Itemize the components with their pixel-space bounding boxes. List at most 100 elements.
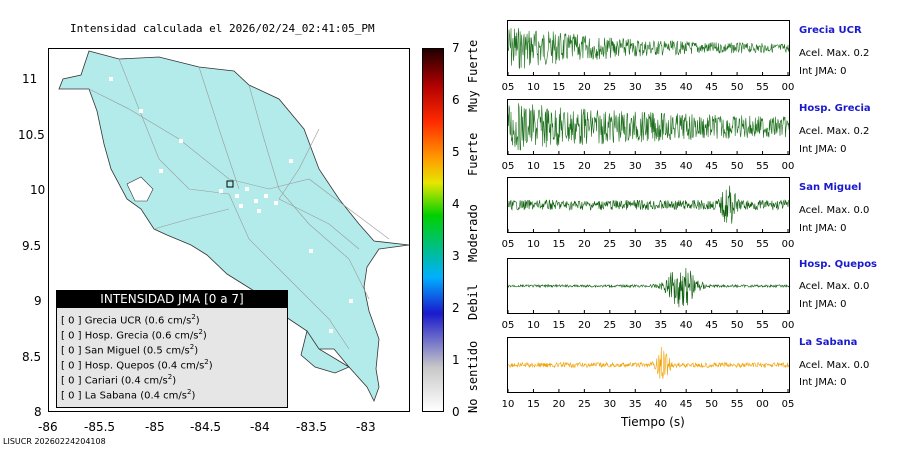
station-int: Int JMA: 0 bbox=[799, 144, 847, 155]
colorbar-tick: 6 bbox=[452, 93, 460, 107]
waveform-tick-label: 00 bbox=[781, 320, 795, 331]
colorbar-category: Fuerte bbox=[466, 132, 480, 176]
colorbar-category: Debil bbox=[466, 283, 480, 320]
waveform-tick-label: 25 bbox=[603, 320, 617, 331]
waveform-tick-label: 30 bbox=[628, 161, 642, 172]
legend-row: [ 0 ] San Miguel (0.5 cm/s2) bbox=[61, 343, 199, 357]
waveform-tick-label: 10 bbox=[527, 239, 540, 250]
roads bbox=[88, 58, 390, 350]
waveform-tick-label: 30 bbox=[603, 399, 617, 410]
time-axis-label: Tiempo (s) bbox=[621, 415, 685, 429]
waveform-tick-label: 55 bbox=[756, 82, 769, 93]
colorbar-tick: 5 bbox=[452, 145, 460, 159]
waveform-tick-label: 40 bbox=[654, 399, 668, 410]
waveform-tick-label: 25 bbox=[603, 82, 617, 93]
station-name: Hosp. Grecia bbox=[799, 103, 871, 114]
waveform-svg bbox=[507, 103, 790, 154]
colorbar-category: No sentido bbox=[466, 340, 480, 413]
waveform-tick-label: 00 bbox=[756, 399, 769, 410]
waveform-tick-label: 15 bbox=[527, 399, 540, 410]
waveform-tick-label: 45 bbox=[705, 161, 718, 172]
waveform-tick-label: 25 bbox=[603, 161, 617, 172]
waveform-tick-label: 30 bbox=[628, 239, 642, 250]
colorbar-category: Moderado bbox=[466, 204, 480, 262]
waveform-tick-label: 50 bbox=[730, 320, 744, 331]
waveform-tick-label: 55 bbox=[756, 320, 769, 331]
nicoya-detail bbox=[126, 176, 154, 202]
colorbar-tick: 3 bbox=[452, 249, 460, 263]
waveform-trace bbox=[507, 27, 790, 69]
colorbar-tick: 2 bbox=[452, 301, 460, 315]
map-ytick: 11 bbox=[22, 72, 38, 86]
costa-rica-landmass bbox=[58, 50, 409, 403]
waveform-tick-label: 20 bbox=[577, 161, 591, 172]
waveform-tick-label: 15 bbox=[552, 239, 566, 250]
legend-title: INTENSIDAD JMA [0 a 7] bbox=[57, 291, 287, 308]
waveform-tick-label: 30 bbox=[628, 82, 642, 93]
waveform-panel bbox=[507, 20, 790, 76]
epicenter-marker bbox=[226, 180, 234, 188]
waveform-tick-label: 00 bbox=[781, 82, 795, 93]
waveform-tick-label: 20 bbox=[577, 82, 591, 93]
intensity-legend: INTENSIDAD JMA [0 a 7] [ 0 ] Grecia UCR … bbox=[56, 290, 288, 408]
map-xtick: -84 bbox=[250, 420, 270, 434]
map-title: Intensidad calculada el 2026/02/24_02:41… bbox=[70, 22, 375, 35]
station-name: San Miguel bbox=[799, 182, 862, 193]
waveform-tick-label: 10 bbox=[501, 399, 515, 410]
waveform-tick-label: 15 bbox=[552, 161, 566, 172]
map-ytick: 8 bbox=[34, 405, 42, 419]
colorbar-tick: 4 bbox=[452, 197, 460, 211]
waveform-svg bbox=[507, 27, 790, 75]
legend-row: [ 0 ] Cariari (0.4 cm/s2) bbox=[61, 373, 177, 387]
station-int: Int JMA: 0 bbox=[799, 299, 847, 310]
map-xtick: -83 bbox=[356, 420, 376, 434]
map-ytick: 8.5 bbox=[22, 350, 42, 364]
waveform-tick-label: 10 bbox=[527, 320, 540, 331]
waveform-tick-label: 55 bbox=[756, 161, 769, 172]
waveform-tick-label: 45 bbox=[705, 320, 718, 331]
map-ytick: 9 bbox=[34, 294, 42, 308]
waveform-svg bbox=[507, 267, 790, 313]
waveform-tick-label: 15 bbox=[552, 320, 566, 331]
waveform-tick-label: 40 bbox=[679, 239, 693, 250]
waveform-panel bbox=[507, 177, 790, 233]
waveform-tick-label: 40 bbox=[679, 320, 693, 331]
footer-id: LISUCR 20260224204108 bbox=[3, 437, 106, 446]
legend-row: [ 0 ] Hosp. Quepos (0.4 cm/s2) bbox=[61, 358, 213, 372]
legend-row: [ 0 ] La Sabana (0.4 cm/s2) bbox=[61, 388, 196, 402]
waveform-tick-label: 20 bbox=[577, 320, 591, 331]
legend-row: [ 0 ] Hosp. Grecia (0.6 cm/s2) bbox=[61, 328, 207, 342]
colorbar-tick: 0 bbox=[452, 405, 460, 419]
station-acel: Acel. Max. 0.2 bbox=[799, 48, 870, 59]
waveform-tick-label: 35 bbox=[628, 399, 642, 410]
station-name: Grecia UCR bbox=[799, 25, 862, 36]
waveform-tick-label: 05 bbox=[501, 82, 515, 93]
waveform-tick-label: 55 bbox=[756, 239, 769, 250]
waveform-tick-label: 20 bbox=[577, 239, 591, 250]
legend-row: [ 0 ] Grecia UCR (0.6 cm/s2) bbox=[61, 313, 200, 327]
station-int: Int JMA: 0 bbox=[799, 223, 847, 234]
waveform-tick-label: 55 bbox=[730, 399, 744, 410]
station-markers bbox=[109, 77, 353, 333]
waveform-tick-label: 45 bbox=[705, 239, 718, 250]
waveform-tick-label: 25 bbox=[603, 239, 617, 250]
waveform-panel bbox=[507, 258, 790, 314]
waveform-tick-label: 25 bbox=[577, 399, 591, 410]
station-int: Int JMA: 0 bbox=[799, 66, 847, 77]
colorbar-category: Muy Fuerte bbox=[466, 39, 480, 112]
waveform-tick-label: 15 bbox=[552, 82, 566, 93]
waveform-tick-label: 50 bbox=[705, 399, 718, 410]
waveform-tick-label: 40 bbox=[679, 161, 693, 172]
waveform-tick-label: 30 bbox=[628, 320, 642, 331]
intensity-colorbar bbox=[422, 48, 444, 412]
waveform-tick-label: 20 bbox=[552, 399, 566, 410]
station-name: La Sabana bbox=[799, 337, 858, 348]
waveform-trace bbox=[507, 185, 790, 224]
map-ytick: 9.5 bbox=[22, 239, 42, 253]
waveform-tick-label: 50 bbox=[730, 161, 744, 172]
station-acel: Acel. Max. 0.2 bbox=[799, 126, 870, 137]
waveform-tick-label: 35 bbox=[654, 239, 668, 250]
waveform-trace bbox=[507, 103, 790, 151]
waveform-tick-label: 05 bbox=[501, 161, 515, 172]
waveform-tick-label: 05 bbox=[501, 320, 515, 331]
